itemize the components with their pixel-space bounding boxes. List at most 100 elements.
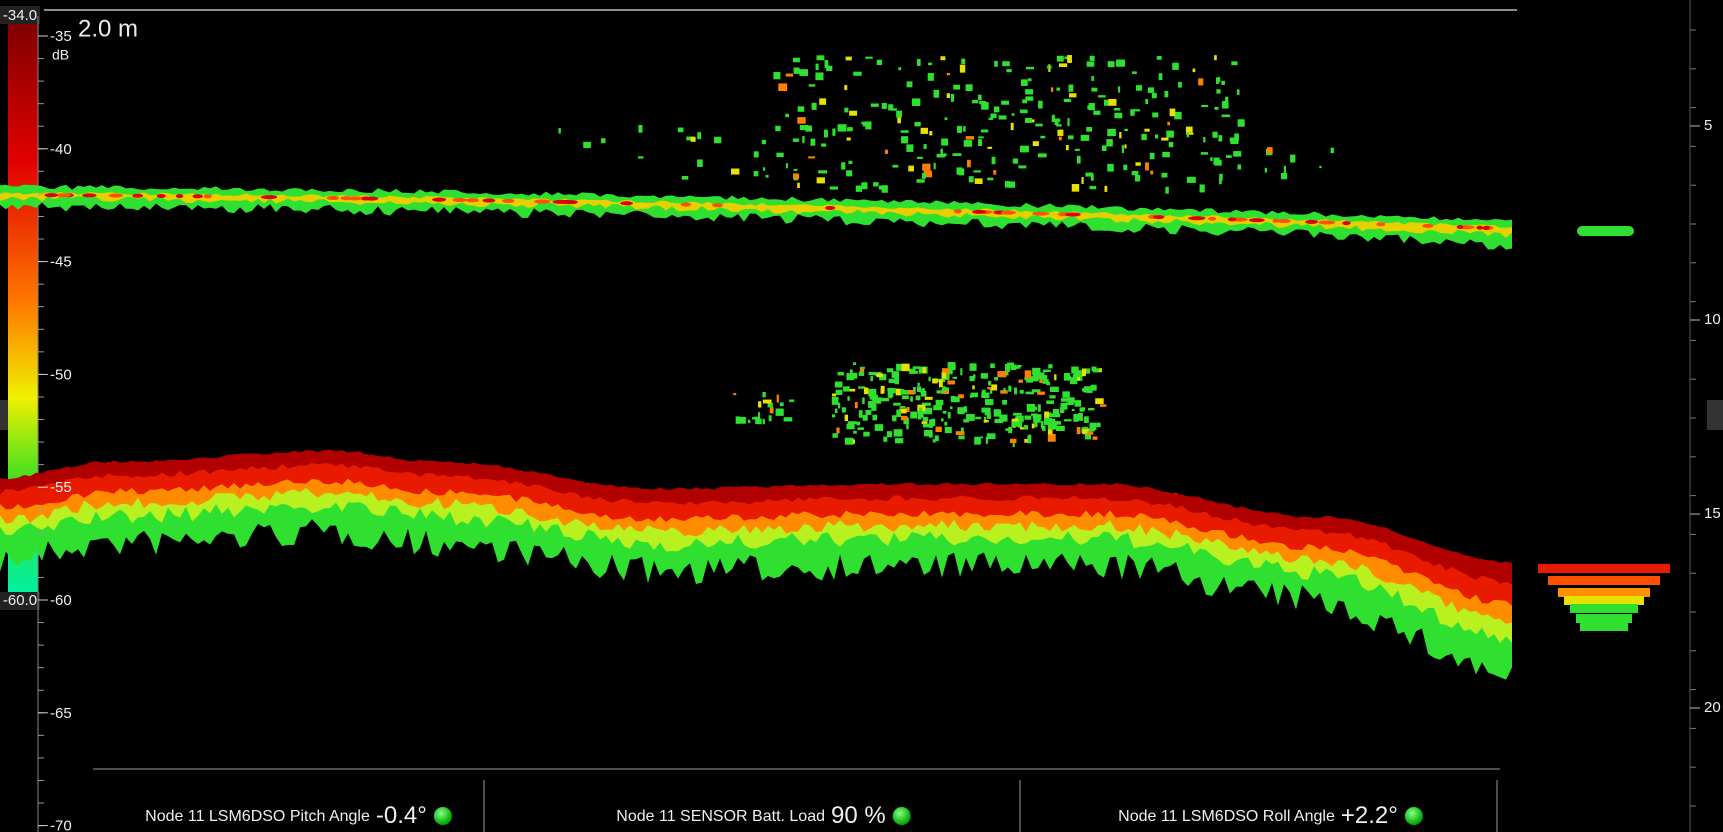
- scale-min-label: -60.0: [3, 592, 37, 609]
- fish-echo: [1019, 380, 1023, 383]
- fish-echo: [1090, 56, 1095, 61]
- fish-echo: [941, 418, 944, 421]
- fish-echo: [638, 156, 643, 158]
- fish-echo: [1093, 368, 1100, 372]
- status-value: +2.2°: [1341, 802, 1398, 829]
- surface-echo-spot: [1228, 217, 1237, 221]
- db-tick-label: -55: [50, 479, 72, 496]
- echogram-screen: -34.0 -60.0 dB 2.0 m -35-40-45-50-55-60-…: [0, 0, 1723, 832]
- fish-echo: [1145, 99, 1148, 104]
- fish-echo: [1056, 124, 1061, 126]
- fish-echo: [1013, 413, 1022, 416]
- fish-echo: [1040, 136, 1045, 139]
- fish-echo: [754, 151, 759, 157]
- fish-echo: [1108, 61, 1115, 67]
- fish-echo: [817, 55, 825, 60]
- fish-echo: [1011, 123, 1014, 130]
- fish-echo: [697, 159, 703, 166]
- fish-echo: [960, 65, 965, 73]
- fish-echo: [1122, 145, 1124, 153]
- fish-echo: [1056, 426, 1065, 431]
- fish-echo: [802, 136, 804, 143]
- fish-echo: [848, 421, 857, 424]
- fish-echo: [1096, 423, 1100, 428]
- fish-echo: [987, 147, 992, 149]
- fish-echo: [990, 113, 996, 118]
- fish-echo: [766, 175, 769, 178]
- fish-echo: [906, 407, 909, 412]
- fish-echo: [849, 111, 857, 116]
- fish-echo: [1002, 61, 1010, 66]
- fish-echo: [770, 407, 774, 413]
- fish-echo: [1005, 364, 1010, 372]
- fish-echo: [924, 430, 933, 436]
- fish-echo: [939, 379, 943, 387]
- surface-echo-spot: [204, 194, 212, 198]
- surface-echo-spot: [192, 194, 203, 198]
- fish-echo: [1038, 153, 1047, 157]
- fish-echo: [1001, 101, 1009, 105]
- fish-echo: [835, 409, 838, 414]
- fish-echo: [797, 117, 805, 124]
- fish-echo: [1054, 118, 1060, 121]
- fish-echo: [948, 412, 951, 418]
- fish-echo: [883, 437, 887, 442]
- fish-echo: [776, 409, 784, 416]
- fish-echo: [1075, 400, 1082, 407]
- fish-echo: [1201, 105, 1208, 107]
- fish-echo: [961, 59, 965, 65]
- fish-echo: [947, 380, 955, 384]
- fish-echo: [797, 183, 800, 188]
- fish-echo: [987, 387, 991, 389]
- fish-echo: [559, 128, 561, 134]
- fish-echo: [981, 436, 983, 438]
- fish-echo: [981, 373, 988, 379]
- surface-echo-spot: [1065, 213, 1081, 217]
- fish-echo: [821, 143, 826, 146]
- fish-echo: [1048, 434, 1056, 442]
- fish-echo: [1066, 145, 1069, 150]
- fish-echo: [1237, 89, 1240, 94]
- fish-echo: [832, 394, 836, 397]
- fish-echo: [978, 95, 982, 100]
- fish-echo: [841, 162, 845, 169]
- fish-echo: [1059, 137, 1062, 141]
- surface-echo-spot: [482, 199, 495, 203]
- fish-echo: [1047, 66, 1052, 69]
- fish-echo: [1062, 391, 1069, 397]
- fish-echo: [1087, 431, 1093, 434]
- surface-echo-spot: [261, 195, 277, 199]
- fish-echo: [1091, 385, 1097, 391]
- fish-echo: [1013, 158, 1018, 163]
- fish-echo: [1265, 168, 1267, 173]
- fish-echo: [793, 138, 799, 141]
- fish-echo: [978, 136, 984, 138]
- fish-echo: [1210, 157, 1212, 161]
- fish-echo: [907, 81, 913, 87]
- scroll-handle-left[interactable]: [0, 400, 8, 430]
- fish-echo: [763, 419, 765, 424]
- fish-echo: [1077, 427, 1081, 434]
- fish-echo: [810, 139, 815, 146]
- fish-echo: [812, 103, 817, 110]
- fish-echo: [1026, 67, 1034, 69]
- fish-echo: [1048, 364, 1052, 368]
- fish-echo: [1118, 86, 1120, 92]
- scroll-handle[interactable]: [1707, 400, 1723, 430]
- fish-echo: [1043, 375, 1047, 383]
- fish-echo: [981, 393, 989, 399]
- fish-echo: [786, 74, 793, 77]
- fish-echo: [1162, 173, 1168, 178]
- fish-echo: [944, 422, 947, 426]
- fish-echo: [1037, 392, 1045, 395]
- fish-echo: [1114, 108, 1121, 111]
- fish-echo: [1331, 148, 1334, 154]
- fish-echo: [875, 424, 884, 431]
- fish-echo: [1081, 177, 1083, 184]
- fish-echo: [1174, 112, 1181, 120]
- fish-echo: [1008, 386, 1011, 392]
- fish-echo: [900, 406, 906, 408]
- fish-echo: [862, 397, 865, 404]
- fish-echo: [895, 438, 903, 443]
- fish-echo: [1106, 139, 1112, 146]
